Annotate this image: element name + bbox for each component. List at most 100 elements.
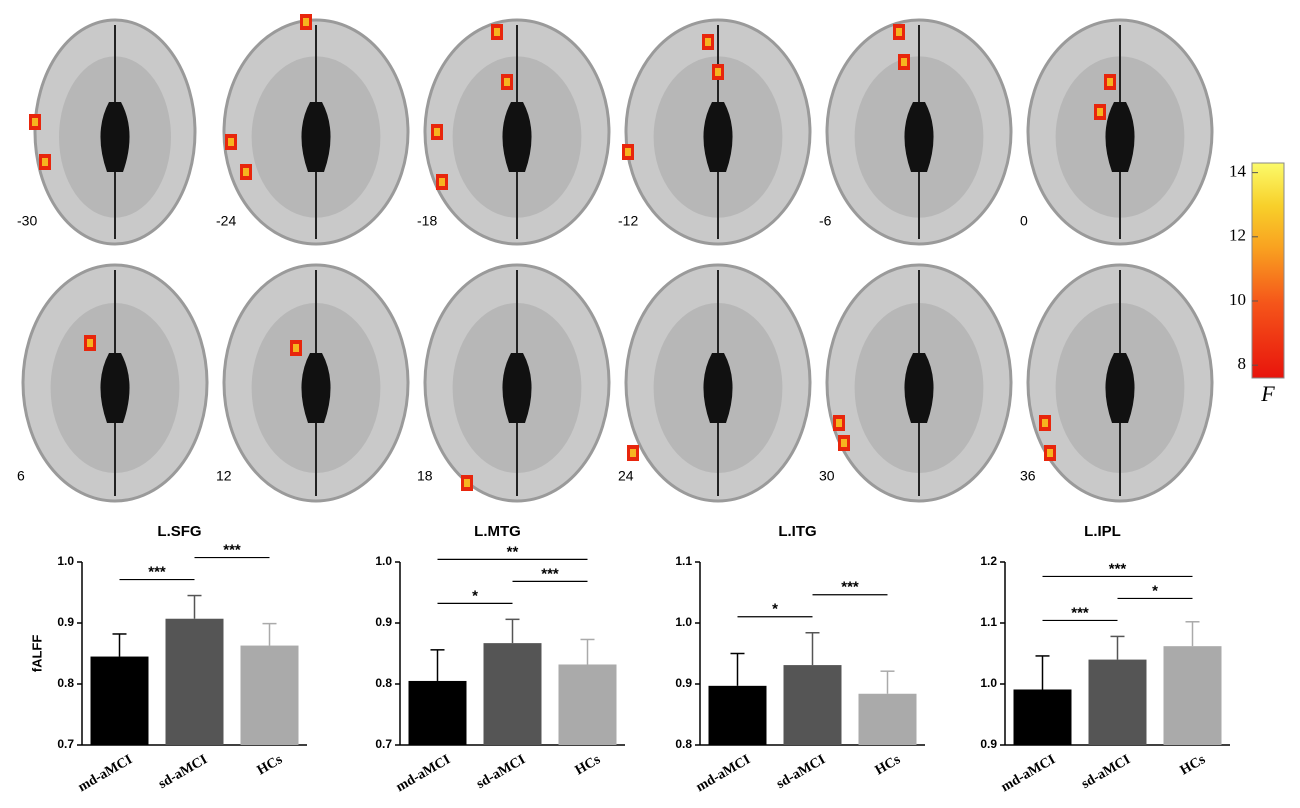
slice-label: -6 bbox=[819, 213, 832, 229]
slice-label: -12 bbox=[618, 213, 638, 229]
x-tick-label: md-aMCI bbox=[999, 752, 1058, 795]
significance-label: *** bbox=[841, 579, 859, 596]
brain-slice bbox=[624, 263, 812, 503]
slice-label: 6 bbox=[17, 468, 25, 484]
bar bbox=[1163, 646, 1222, 745]
slice-label: 36 bbox=[1020, 468, 1036, 484]
y-tick-label: 0.9 bbox=[980, 737, 997, 751]
ventricle bbox=[301, 102, 331, 172]
significance-label: * bbox=[1152, 582, 1158, 599]
brain-slice bbox=[222, 14, 410, 246]
ventricle bbox=[904, 102, 934, 172]
activation-core bbox=[32, 118, 38, 126]
y-tick-label: 0.7 bbox=[57, 737, 74, 751]
bar bbox=[483, 643, 542, 745]
ventricle bbox=[904, 353, 934, 423]
colorbar-tick-label: 10 bbox=[1229, 290, 1246, 309]
brain-slice bbox=[222, 263, 410, 503]
significance-label: *** bbox=[541, 565, 559, 582]
activation-core bbox=[303, 18, 309, 26]
y-tick-label: 0.9 bbox=[375, 615, 392, 629]
x-tick-label: HCs bbox=[573, 752, 604, 778]
y-tick-label: 0.9 bbox=[57, 615, 74, 629]
bar bbox=[408, 680, 467, 745]
y-tick-label: 0.9 bbox=[675, 676, 692, 690]
activation-core bbox=[630, 449, 636, 457]
x-tick-label: HCs bbox=[255, 752, 286, 778]
slice-label: 0 bbox=[1020, 213, 1028, 229]
brain-slice bbox=[1026, 263, 1214, 503]
x-tick-label: sd-aMCI bbox=[1079, 752, 1133, 792]
activation-core bbox=[1107, 78, 1113, 86]
activation-core bbox=[901, 58, 907, 66]
ventricle bbox=[502, 353, 532, 423]
chart-title: L.MTG bbox=[474, 523, 521, 540]
significance-label: *** bbox=[223, 542, 241, 559]
y-tick-label: 0.7 bbox=[375, 737, 392, 751]
chart-title: L.SFG bbox=[157, 523, 201, 540]
significance-label: *** bbox=[1071, 604, 1089, 621]
ventricle bbox=[100, 102, 130, 172]
brain-slice bbox=[825, 18, 1013, 246]
ventricle bbox=[502, 102, 532, 172]
activation-core bbox=[841, 439, 847, 447]
ventricle bbox=[703, 353, 733, 423]
y-tick-label: 1.0 bbox=[675, 615, 692, 629]
activation-core bbox=[243, 168, 249, 176]
brain-slice bbox=[825, 263, 1013, 503]
bar bbox=[783, 665, 842, 745]
brain-slice bbox=[29, 18, 197, 246]
x-tick-label: sd-aMCI bbox=[774, 752, 828, 792]
y-tick-label: 1.0 bbox=[980, 676, 997, 690]
bar bbox=[1013, 689, 1072, 745]
slice-label: -30 bbox=[17, 213, 37, 229]
bar bbox=[165, 618, 224, 745]
bar bbox=[1088, 659, 1147, 745]
activation-core bbox=[705, 38, 711, 46]
activation-core bbox=[836, 419, 842, 427]
activation-core bbox=[504, 78, 510, 86]
x-tick-label: HCs bbox=[1178, 752, 1209, 778]
significance-label: * bbox=[472, 587, 478, 604]
activation-core bbox=[1097, 108, 1103, 116]
y-tick-label: 1.2 bbox=[980, 554, 997, 568]
brain-slice bbox=[423, 18, 611, 246]
slice-label: 30 bbox=[819, 468, 835, 484]
brain-slice bbox=[21, 263, 209, 503]
slice-label: 12 bbox=[216, 468, 232, 484]
chart-title: L.ITG bbox=[778, 523, 816, 540]
bar bbox=[708, 685, 767, 745]
activation-core bbox=[896, 28, 902, 36]
bar bbox=[90, 656, 149, 745]
ventricle bbox=[1105, 102, 1135, 172]
x-tick-label: md-aMCI bbox=[76, 752, 135, 795]
bar bbox=[240, 645, 299, 745]
activation-core bbox=[625, 148, 631, 156]
colorbar bbox=[1251, 162, 1285, 379]
bar bbox=[558, 664, 617, 745]
ventricle bbox=[1105, 353, 1135, 423]
ventricle bbox=[100, 353, 130, 423]
colorbar-label: F bbox=[1260, 381, 1275, 406]
activation-core bbox=[293, 344, 299, 352]
y-tick-label: 0.8 bbox=[675, 737, 692, 751]
y-tick-label: 0.8 bbox=[375, 676, 392, 690]
brain-slice bbox=[1026, 18, 1214, 246]
significance-label: * bbox=[772, 601, 778, 618]
x-tick-label: sd-aMCI bbox=[474, 752, 528, 792]
y-tick-label: 1.1 bbox=[675, 554, 692, 568]
chart-title: L.IPL bbox=[1084, 523, 1121, 540]
activation-core bbox=[42, 158, 48, 166]
slice-label: -24 bbox=[216, 213, 236, 229]
x-tick-label: md-aMCI bbox=[394, 752, 453, 795]
ventricle bbox=[301, 353, 331, 423]
slice-label: 24 bbox=[618, 468, 634, 484]
activation-core bbox=[1047, 449, 1053, 457]
x-tick-label: md-aMCI bbox=[694, 752, 753, 795]
y-tick-label: 0.8 bbox=[57, 676, 74, 690]
x-tick-label: sd-aMCI bbox=[156, 752, 210, 792]
brain-slice bbox=[622, 18, 812, 246]
significance-label: *** bbox=[1109, 560, 1127, 577]
activation-core bbox=[87, 339, 93, 347]
